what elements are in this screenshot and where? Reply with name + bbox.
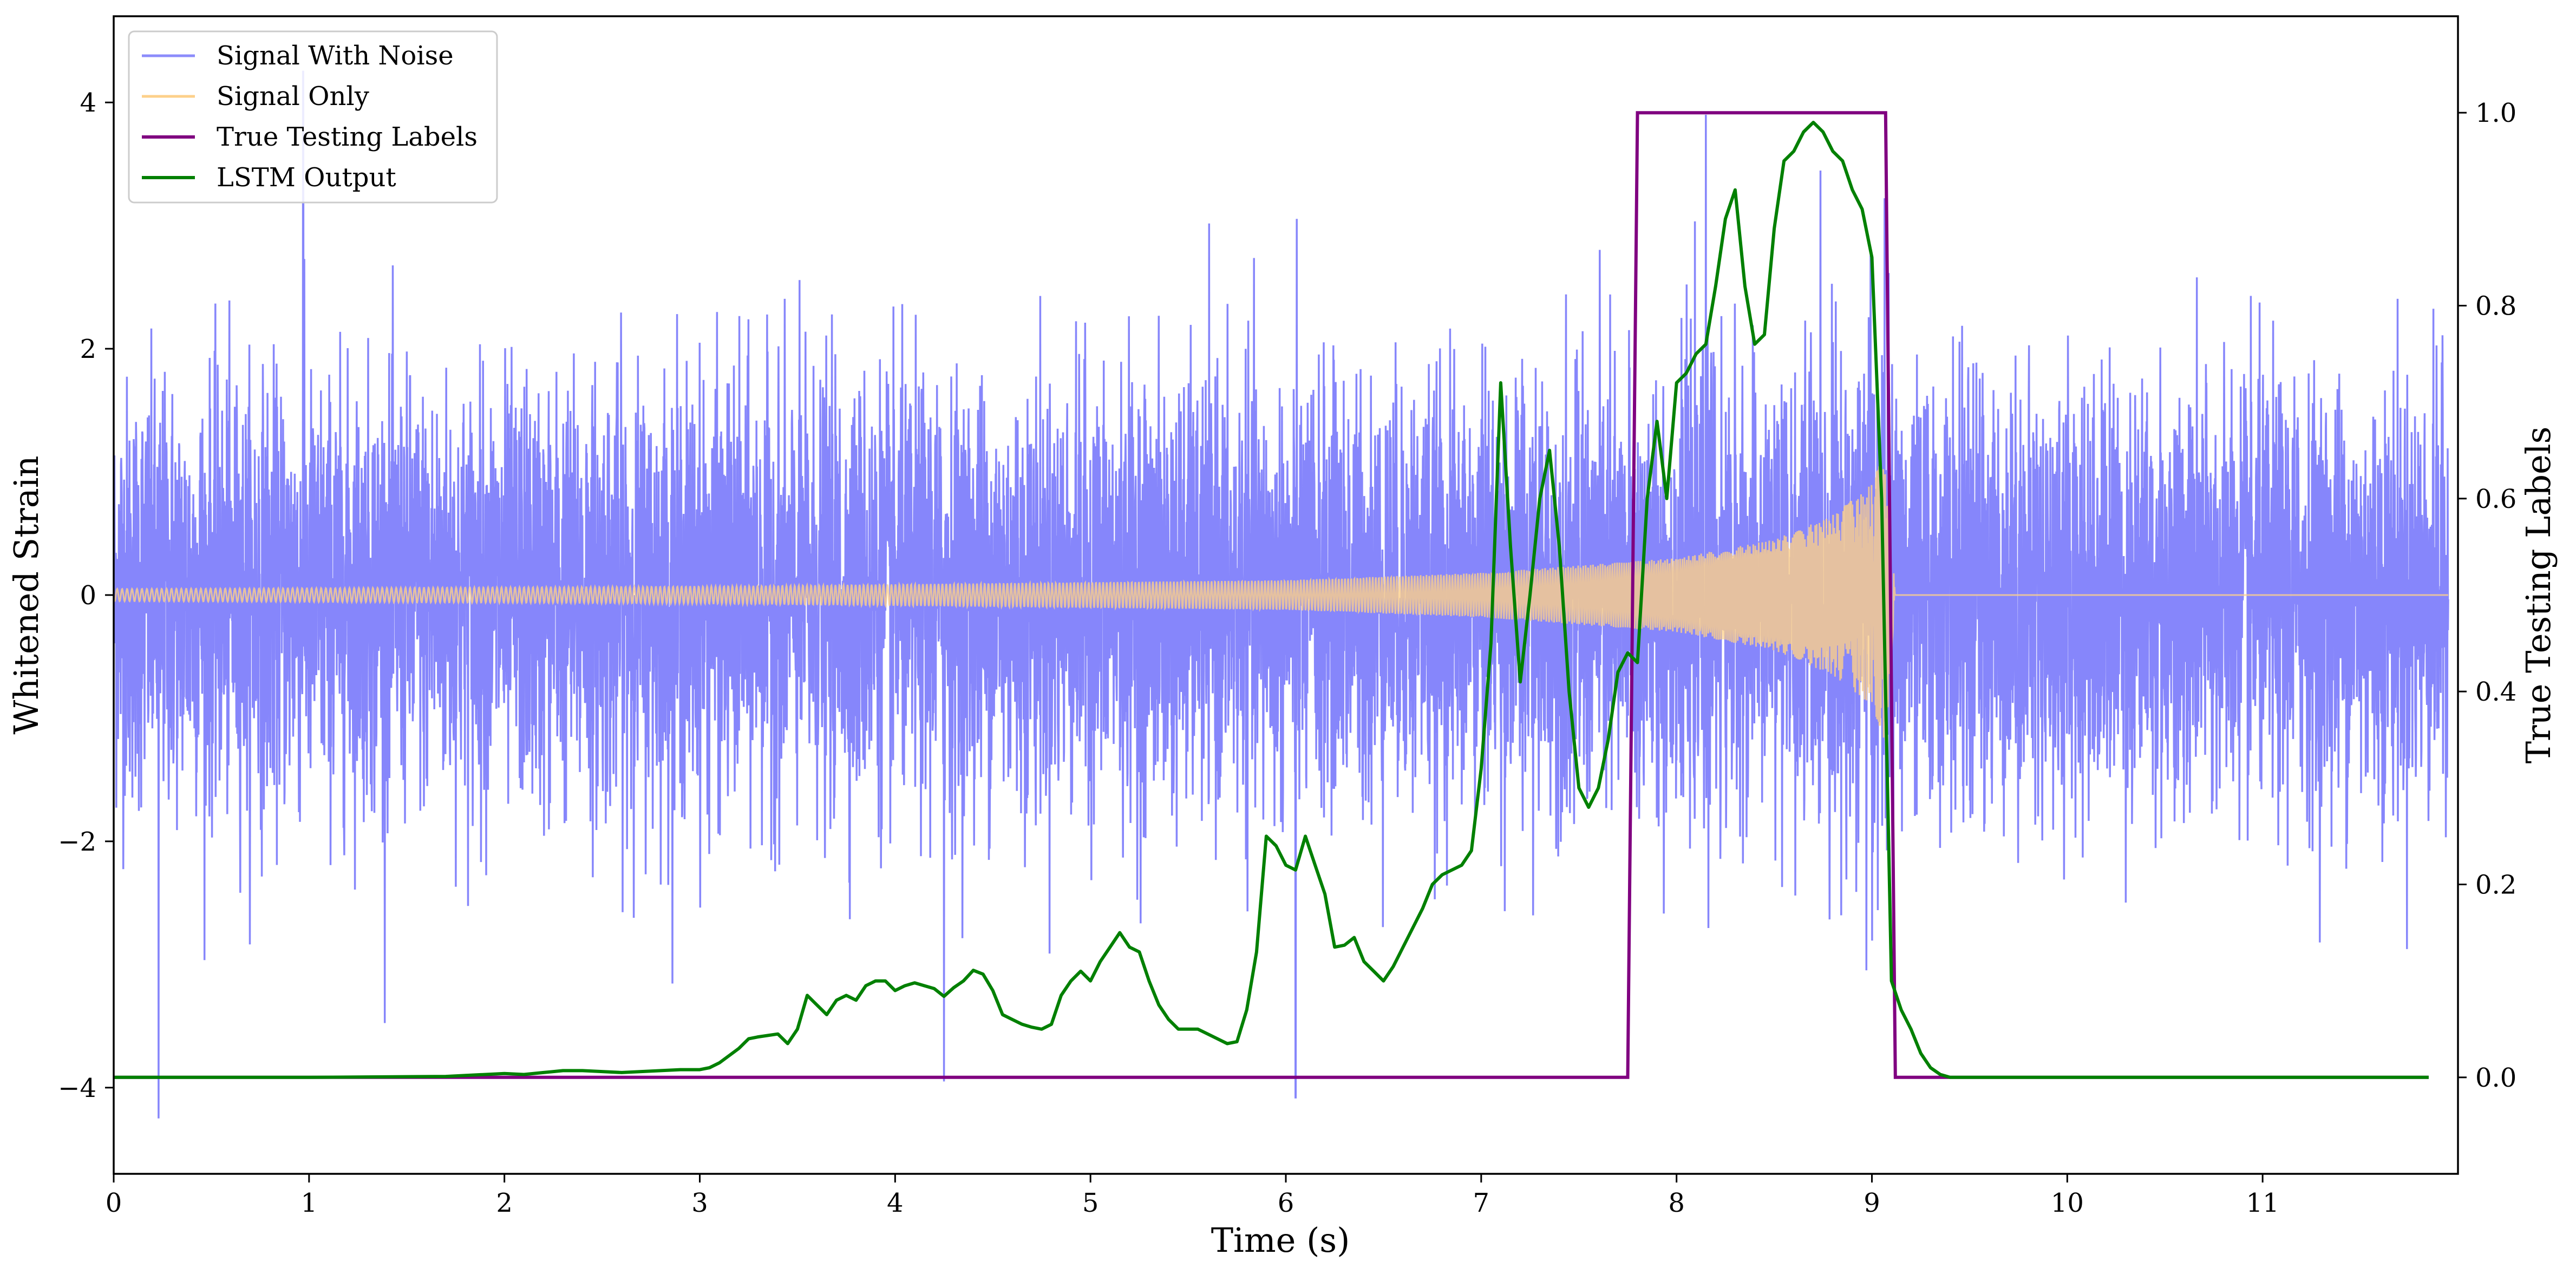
legend-label-signal-only: Signal Only	[217, 81, 369, 112]
lstm-output-line	[114, 121, 2429, 1079]
series-lstm-output	[114, 121, 2429, 1079]
x-tick-label: 0	[106, 1188, 122, 1218]
legend: Signal With Noise Signal Only True Testi…	[128, 30, 498, 204]
x-tick-label: 3	[691, 1188, 708, 1218]
signal-with-noise-line	[114, 70, 2449, 1119]
y2-tick-label: 0.6	[2475, 484, 2516, 514]
y2-axis-label: True Testing Labels	[2519, 427, 2558, 764]
y2-tick-label: 0.4	[2475, 677, 2516, 707]
series-signal-only	[114, 463, 2448, 741]
x-tick-label: 5	[1082, 1188, 1099, 1218]
series-signal-with-noise	[114, 70, 2449, 1119]
legend-label-true-testing-labels: True Testing Labels	[217, 122, 478, 152]
y2-tick-label: 0.8	[2475, 291, 2516, 322]
y2-tick-label: 0.2	[2475, 870, 2516, 900]
signal-only-line	[114, 463, 2448, 741]
y-axis-left: −4 −2 0 2 4	[58, 88, 114, 1103]
x-axis-label: Time (s)	[1211, 1220, 1350, 1260]
x-tick-label: 10	[2051, 1188, 2084, 1218]
y2-tick-label: 0.0	[2475, 1063, 2516, 1093]
y-tick-label: 4	[80, 88, 96, 118]
x-tick-label: 11	[2246, 1188, 2279, 1218]
legend-label-signal-with-noise: Signal With Noise	[217, 41, 454, 71]
y-tick-label: −4	[58, 1073, 96, 1103]
y-axis-label: Whitened Strain	[6, 456, 46, 735]
x-tick-label: 7	[1473, 1188, 1490, 1218]
y2-tick-label: 1.0	[2475, 98, 2516, 128]
x-tick-label: 6	[1278, 1188, 1294, 1218]
y-axis-right: 0.0 0.2 0.4 0.6 0.8 1.0	[2458, 98, 2516, 1093]
x-tick-label: 8	[1668, 1188, 1685, 1218]
x-tick-label: 2	[496, 1188, 513, 1218]
y-tick-label: 0	[80, 580, 96, 611]
y-tick-label: 2	[80, 334, 96, 364]
x-tick-label: 9	[1864, 1188, 1880, 1218]
x-tick-label: 1	[301, 1188, 318, 1218]
legend-label-lstm-output: LSTM Output	[217, 162, 396, 193]
x-tick-label: 4	[887, 1188, 904, 1218]
x-axis: 0 1 2 3 4 5 6 7 8 9 10 11	[106, 1174, 2279, 1218]
legend-box	[128, 30, 498, 204]
y-tick-label: −2	[58, 827, 96, 857]
